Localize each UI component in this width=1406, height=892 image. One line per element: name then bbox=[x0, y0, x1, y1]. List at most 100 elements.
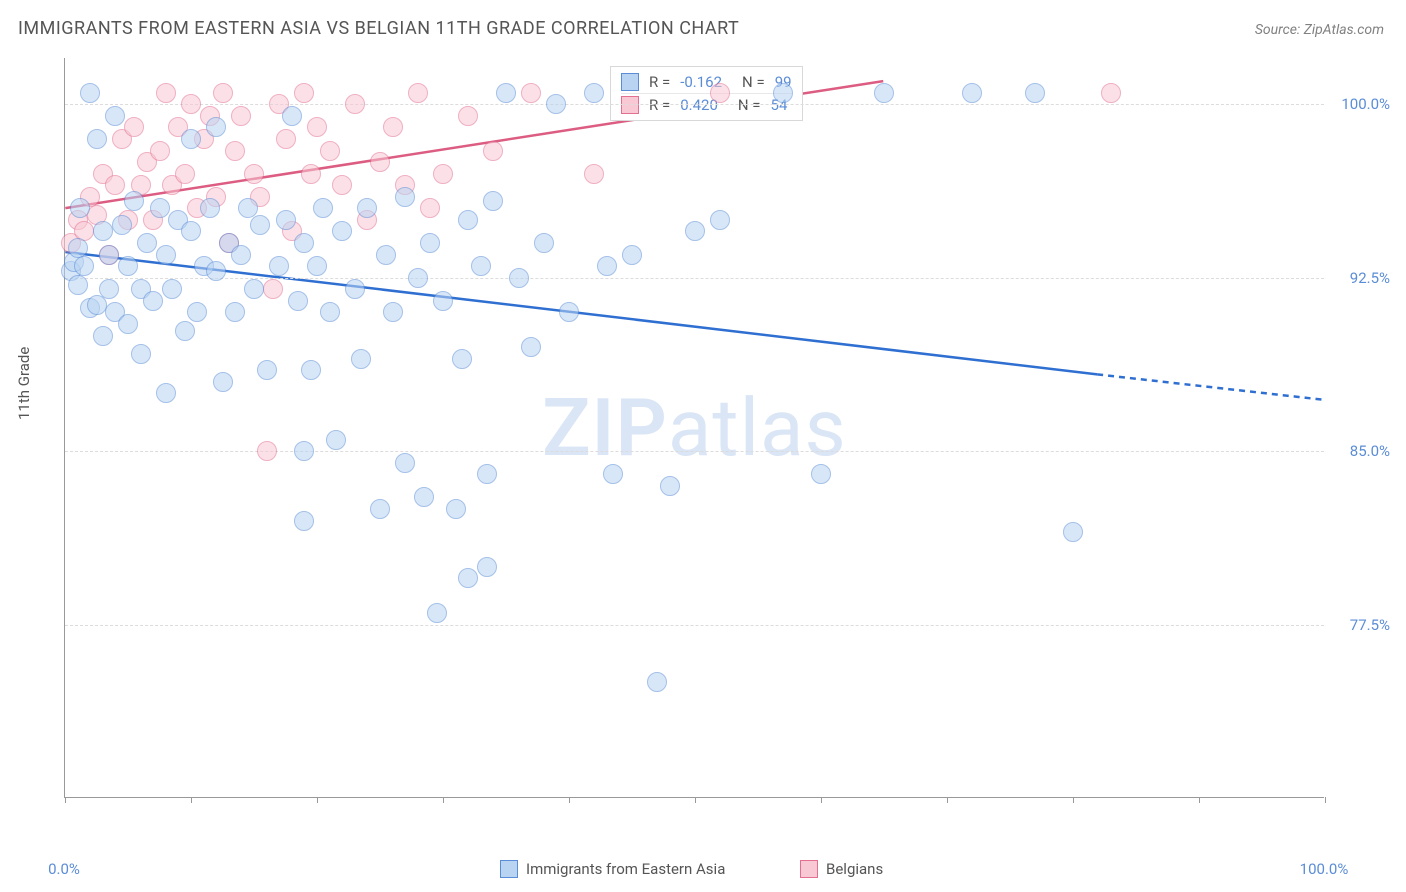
point-blue bbox=[301, 360, 321, 380]
point-pink bbox=[276, 129, 296, 149]
point-blue bbox=[370, 499, 390, 519]
point-blue bbox=[603, 464, 623, 484]
point-pink bbox=[1101, 83, 1121, 103]
point-blue bbox=[496, 83, 516, 103]
chart-title: IMMIGRANTS FROM EASTERN ASIA VS BELGIAN … bbox=[18, 18, 739, 39]
point-blue bbox=[181, 129, 201, 149]
point-blue bbox=[962, 83, 982, 103]
point-blue bbox=[477, 557, 497, 577]
point-blue bbox=[332, 221, 352, 241]
y-tick-label: 100.0% bbox=[1341, 95, 1390, 113]
point-blue bbox=[1025, 83, 1045, 103]
point-blue bbox=[320, 302, 340, 322]
point-pink bbox=[408, 83, 428, 103]
watermark: ZIPatlas bbox=[542, 381, 847, 475]
legend-label-blue: Immigrants from Eastern Asia bbox=[526, 860, 725, 878]
x-tick bbox=[191, 797, 192, 803]
point-blue bbox=[118, 314, 138, 334]
point-pink bbox=[345, 94, 365, 114]
point-blue bbox=[351, 349, 371, 369]
point-blue bbox=[452, 349, 472, 369]
point-blue bbox=[244, 279, 264, 299]
x-tick bbox=[1199, 797, 1200, 803]
point-pink bbox=[370, 152, 390, 172]
grid-line bbox=[65, 625, 1324, 626]
point-blue bbox=[124, 191, 144, 211]
x-tick bbox=[1073, 797, 1074, 803]
point-pink bbox=[307, 117, 327, 137]
point-blue bbox=[294, 441, 314, 461]
point-blue bbox=[597, 256, 617, 276]
point-blue bbox=[162, 279, 182, 299]
grid-line bbox=[65, 104, 1324, 105]
point-blue bbox=[446, 499, 466, 519]
x-tick bbox=[947, 797, 948, 803]
point-blue bbox=[99, 279, 119, 299]
chart-container: IMMIGRANTS FROM EASTERN ASIA VS BELGIAN … bbox=[0, 0, 1406, 892]
point-blue bbox=[458, 568, 478, 588]
point-blue bbox=[559, 302, 579, 322]
point-blue bbox=[647, 672, 667, 692]
point-blue bbox=[458, 210, 478, 230]
point-pink bbox=[181, 94, 201, 114]
point-pink bbox=[225, 141, 245, 161]
point-blue bbox=[175, 321, 195, 341]
point-blue bbox=[357, 198, 377, 218]
point-pink bbox=[175, 164, 195, 184]
point-blue bbox=[276, 210, 296, 230]
point-blue bbox=[1063, 522, 1083, 542]
point-blue bbox=[156, 383, 176, 403]
point-blue bbox=[294, 233, 314, 253]
point-blue bbox=[660, 476, 680, 496]
point-blue bbox=[143, 291, 163, 311]
point-pink bbox=[710, 83, 730, 103]
watermark-zip: ZIP bbox=[542, 381, 668, 475]
point-pink bbox=[263, 279, 283, 299]
watermark-atlas: atlas bbox=[668, 381, 847, 475]
point-blue bbox=[483, 191, 503, 211]
point-blue bbox=[213, 372, 233, 392]
point-blue bbox=[408, 268, 428, 288]
point-blue bbox=[383, 302, 403, 322]
point-blue bbox=[509, 268, 529, 288]
point-pink bbox=[332, 175, 352, 195]
point-blue bbox=[622, 245, 642, 265]
legend-swatch-blue bbox=[500, 860, 518, 878]
point-blue bbox=[80, 83, 100, 103]
legend-swatch-pink bbox=[800, 860, 818, 878]
point-blue bbox=[93, 326, 113, 346]
point-pink bbox=[105, 175, 125, 195]
point-blue bbox=[68, 238, 88, 258]
legend-label-pink: Belgians bbox=[826, 860, 883, 878]
grid-line bbox=[65, 451, 1324, 452]
point-blue bbox=[313, 198, 333, 218]
point-pink bbox=[483, 141, 503, 161]
point-blue bbox=[137, 233, 157, 253]
bottom-legend-pink: Belgians bbox=[800, 860, 883, 878]
point-blue bbox=[288, 291, 308, 311]
point-blue bbox=[534, 233, 554, 253]
point-blue bbox=[225, 302, 245, 322]
point-blue bbox=[231, 245, 251, 265]
point-blue bbox=[206, 117, 226, 137]
point-pink bbox=[257, 441, 277, 461]
plot-area: ZIPatlas R = -0.162 N = 99 R = 0.420 N =… bbox=[64, 58, 1324, 798]
point-blue bbox=[181, 221, 201, 241]
point-blue bbox=[131, 344, 151, 364]
y-tick-label: 85.0% bbox=[1350, 442, 1390, 460]
point-pink bbox=[420, 198, 440, 218]
point-pink bbox=[294, 83, 314, 103]
point-blue bbox=[105, 106, 125, 126]
point-blue bbox=[326, 430, 346, 450]
x-tick bbox=[821, 797, 822, 803]
point-blue bbox=[187, 302, 207, 322]
point-blue bbox=[200, 198, 220, 218]
legend-r-label: R = bbox=[649, 73, 670, 91]
legend-n-label: N = bbox=[742, 73, 765, 91]
point-pink bbox=[584, 164, 604, 184]
point-blue bbox=[376, 245, 396, 265]
point-blue bbox=[87, 129, 107, 149]
point-pink bbox=[521, 83, 541, 103]
point-blue bbox=[414, 487, 434, 507]
point-blue bbox=[118, 256, 138, 276]
